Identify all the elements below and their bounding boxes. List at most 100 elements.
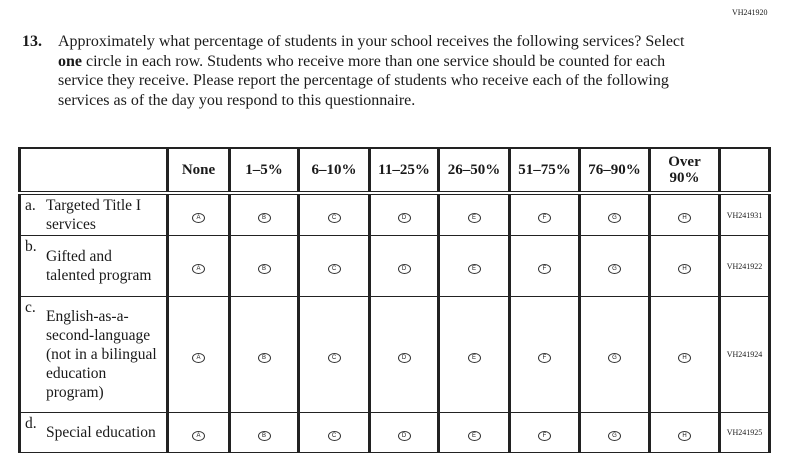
column-header: 11–25% xyxy=(368,147,440,195)
answer-cell: B xyxy=(228,192,300,236)
answer-bubble[interactable]: B xyxy=(257,213,271,223)
question-text: Approximately what percentage of student… xyxy=(58,32,702,110)
answer-bubble[interactable]: C xyxy=(327,213,341,223)
page-code: VH241920 xyxy=(732,8,768,17)
answer-bubble[interactable]: F xyxy=(538,213,551,223)
answer-bubble[interactable]: B xyxy=(257,264,271,274)
answer-bubble[interactable]: H xyxy=(678,264,691,274)
table-row: a. Targeted Title I services A B C D E F G H VH241… xyxy=(18,192,771,236)
table-row: b. Gifted and talented program A B C D E F G H VH2… xyxy=(18,235,771,297)
answer-cell: B xyxy=(228,296,300,413)
column-header: Over 90% xyxy=(648,147,721,195)
question-13: 13. Approximately what percentage of stu… xyxy=(22,32,702,110)
answer-bubble[interactable]: F xyxy=(538,352,551,363)
row-label: c. English-as-a-second-language (not in a… xyxy=(18,296,169,413)
column-header: None xyxy=(166,147,231,195)
answer-bubble[interactable]: H xyxy=(678,430,691,441)
code-header xyxy=(719,147,771,195)
response-grid: None 1–5% 6–10% 11–25% 26–50% 51–75% 76–90% Ove… xyxy=(18,147,771,453)
answer-cell: F xyxy=(508,296,581,413)
answer-bubble[interactable]: E xyxy=(467,352,481,363)
answer-cell: D xyxy=(368,412,440,453)
answer-bubble[interactable]: H xyxy=(678,213,691,223)
answer-bubble[interactable]: E xyxy=(467,430,481,441)
row-text: English-as-a-second-language (not in a b… xyxy=(46,308,157,401)
answer-cell: C xyxy=(297,296,371,413)
answer-cell: H xyxy=(648,412,721,453)
answer-bubble[interactable]: A xyxy=(192,352,205,363)
answer-bubble[interactable]: G xyxy=(608,430,621,441)
column-header: 1–5% xyxy=(228,147,300,195)
question-text-emphasis: one xyxy=(58,52,82,70)
row-text: Special education xyxy=(46,424,156,441)
answer-bubble[interactable]: A xyxy=(192,264,205,274)
answer-cell: A xyxy=(166,296,231,413)
answer-cell: G xyxy=(578,192,651,236)
answer-cell: F xyxy=(508,192,581,236)
answer-cell: E xyxy=(437,235,511,297)
row-code: VH241922 xyxy=(719,235,771,297)
answer-bubble[interactable]: A xyxy=(192,430,205,441)
row-code: VH241925 xyxy=(719,412,771,453)
row-label: a. Targeted Title I services xyxy=(18,192,169,236)
row-letter: d. xyxy=(25,415,37,432)
column-header: 26–50% xyxy=(437,147,511,195)
answer-bubble[interactable]: G xyxy=(608,213,621,223)
answer-cell: G xyxy=(578,412,651,453)
row-code: VH241931 xyxy=(719,192,771,236)
answer-cell: H xyxy=(648,296,721,413)
answer-cell: B xyxy=(228,412,300,453)
answer-cell: H xyxy=(648,192,721,236)
row-letter: a. xyxy=(25,197,36,214)
answer-cell: F xyxy=(508,412,581,453)
answer-bubble[interactable]: G xyxy=(608,352,621,363)
question-number: 13. xyxy=(22,33,42,50)
row-letter: c. xyxy=(25,299,36,316)
answer-bubble[interactable]: H xyxy=(678,352,691,363)
row-text: Gifted and talented program xyxy=(46,248,152,284)
table-row: d. Special education A B C D E F G H VH241925 xyxy=(18,412,771,453)
answer-cell: G xyxy=(578,296,651,413)
answer-cell: C xyxy=(297,192,371,236)
answer-bubble[interactable]: C xyxy=(327,430,341,441)
answer-cell: C xyxy=(297,412,371,453)
item-header xyxy=(18,147,169,195)
answer-cell: F xyxy=(508,235,581,297)
column-header: 6–10% xyxy=(297,147,371,195)
answer-bubble[interactable]: F xyxy=(538,430,551,441)
answer-bubble[interactable]: E xyxy=(467,264,481,274)
answer-bubble[interactable]: B xyxy=(257,352,271,363)
answer-cell: E xyxy=(437,412,511,453)
answer-bubble[interactable]: C xyxy=(327,264,341,274)
column-header: 51–75% xyxy=(508,147,581,195)
answer-bubble[interactable]: E xyxy=(467,213,481,223)
column-header: 76–90% xyxy=(578,147,651,195)
answer-cell: D xyxy=(368,192,440,236)
row-letter: b. xyxy=(25,238,37,255)
answer-cell: A xyxy=(166,192,231,236)
answer-bubble[interactable]: C xyxy=(327,352,341,363)
answer-cell: A xyxy=(166,235,231,297)
answer-bubble[interactable]: G xyxy=(608,264,621,274)
answer-bubble[interactable]: D xyxy=(397,264,411,274)
answer-cell: D xyxy=(368,296,440,413)
header-row: None 1–5% 6–10% 11–25% 26–50% 51–75% 76–90% Ove… xyxy=(18,147,771,195)
answer-cell: E xyxy=(437,192,511,236)
question-text-part: Approximately what percentage of student… xyxy=(58,33,685,50)
answer-bubble[interactable]: D xyxy=(397,430,411,441)
answer-bubble[interactable]: D xyxy=(397,352,411,363)
answer-cell: C xyxy=(297,235,371,297)
row-label: b. Gifted and talented program xyxy=(18,235,169,297)
row-code: VH241924 xyxy=(719,296,771,413)
answer-cell: D xyxy=(368,235,440,297)
table-row: c. English-as-a-second-language (not in a… xyxy=(18,296,771,413)
row-text: Targeted Title I services xyxy=(46,197,142,233)
row-label: d. Special education xyxy=(18,412,169,453)
answer-bubble[interactable]: B xyxy=(257,430,271,441)
question-text-part: circle in each row. Students who receive… xyxy=(58,52,669,109)
answer-bubble[interactable]: D xyxy=(397,213,411,223)
answer-cell: H xyxy=(648,235,721,297)
answer-bubble[interactable]: F xyxy=(538,264,551,274)
answer-bubble[interactable]: A xyxy=(192,213,205,223)
answer-cell: B xyxy=(228,235,300,297)
